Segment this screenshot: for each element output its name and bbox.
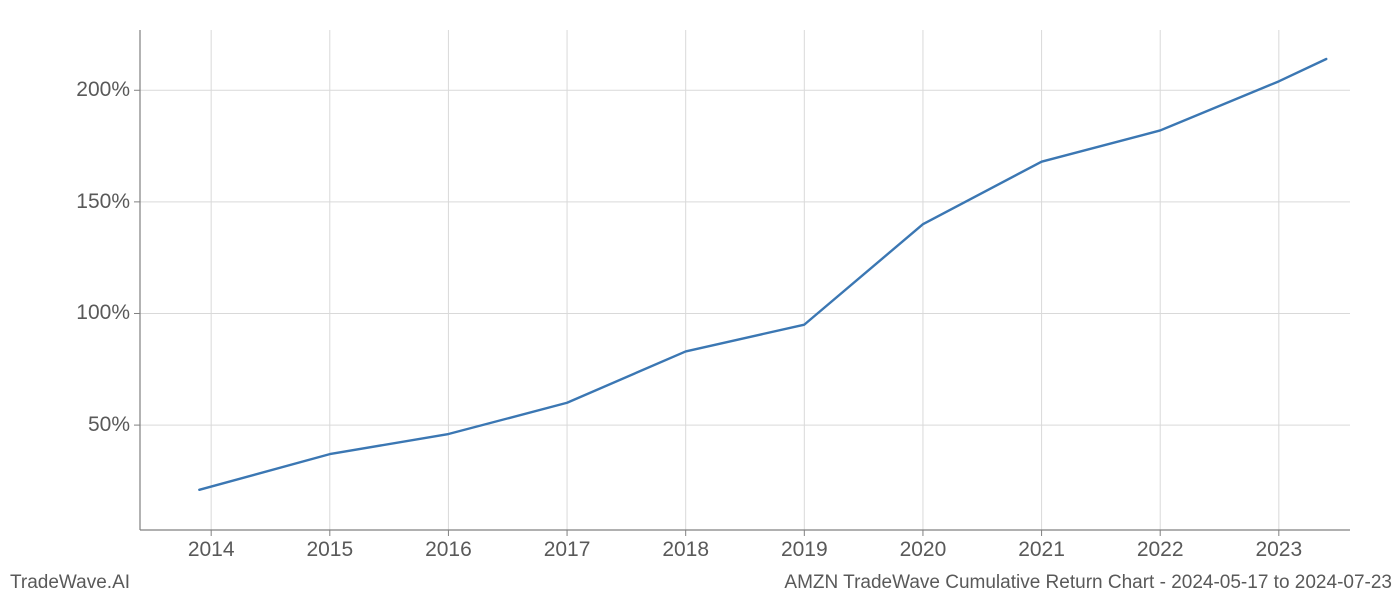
chart-container: [140, 30, 1350, 530]
x-tick-label: 2019: [781, 538, 828, 562]
x-tick-label: 2016: [425, 538, 472, 562]
x-tick-label: 2015: [306, 538, 353, 562]
footer-caption: AMZN TradeWave Cumulative Return Chart -…: [784, 572, 1392, 594]
x-tick-label: 2021: [1018, 538, 1065, 562]
y-tick-label: 50%: [88, 413, 130, 437]
x-tick-label: 2017: [544, 538, 591, 562]
x-tick-label: 2023: [1255, 538, 1302, 562]
x-tick-label: 2022: [1137, 538, 1184, 562]
y-tick-label: 150%: [76, 190, 130, 214]
x-tick-label: 2018: [662, 538, 709, 562]
line-chart-svg: [140, 30, 1350, 530]
x-tick-label: 2020: [900, 538, 947, 562]
y-tick-label: 200%: [76, 78, 130, 102]
x-tick-label: 2014: [188, 538, 235, 562]
footer-brand: TradeWave.AI: [10, 572, 130, 594]
y-tick-label: 100%: [76, 301, 130, 325]
